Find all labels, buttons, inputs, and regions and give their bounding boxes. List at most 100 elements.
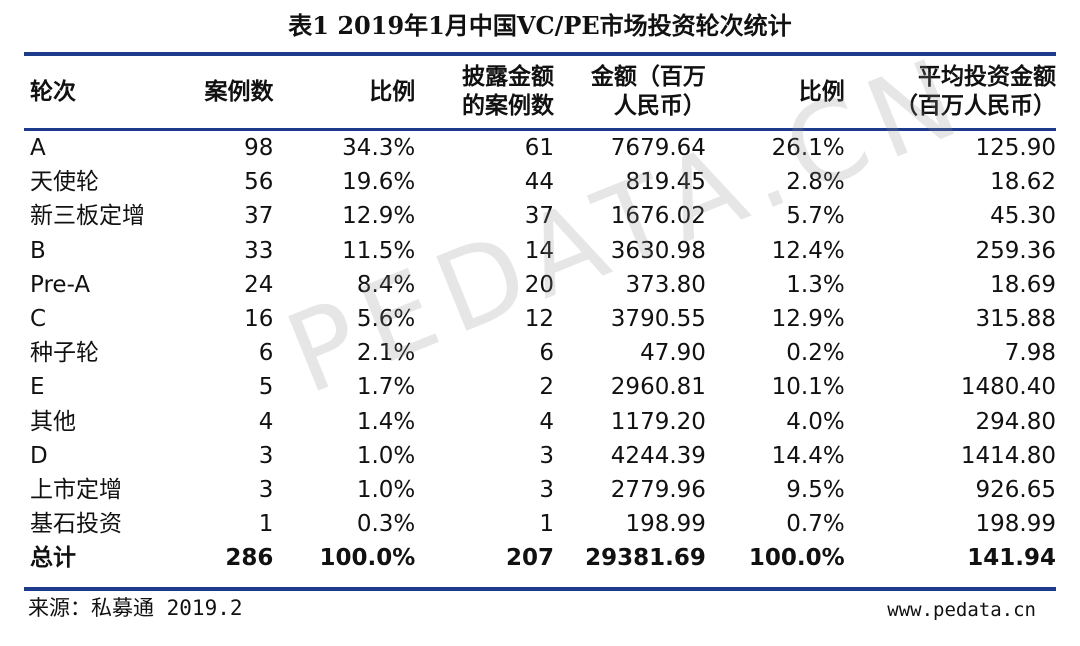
cell-cases: 98 — [244, 135, 274, 162]
cell-ratio: 5.6% — [356, 306, 416, 333]
cell-ratio: 8.4% — [356, 271, 416, 298]
cell-amount-ratio: 0.7% — [786, 511, 845, 538]
cell-amount: 373.80 — [625, 271, 706, 298]
table-row: 新三板定增 37 12.9% 37 1676.02 5.7% 45.30 — [24, 199, 1056, 233]
cell-amount: 29381.69 — [585, 545, 706, 572]
cell-amount-ratio: 1.3% — [786, 271, 845, 298]
cell-cases: 4 — [258, 408, 274, 435]
cell-avg: 18.62 — [990, 169, 1056, 196]
total-row: 总计 286 100.0% 207 29381.69 100.0% 141.94 — [24, 541, 1056, 575]
cell-round: 基石投资 — [30, 511, 122, 538]
cell-cases: 3 — [258, 442, 274, 469]
cell-round: 上市定增 — [30, 476, 122, 503]
cell-disclosed: 2 — [539, 374, 555, 401]
table-row: 种子轮 6 2.1% 6 47.90 0.2% 7.98 — [24, 336, 1056, 370]
table-row: 其他 4 1.4% 4 1179.20 4.0% 294.80 — [24, 405, 1056, 439]
cell-avg: 141.94 — [967, 545, 1056, 572]
table-row: 基石投资 1 0.3% 1 198.99 0.7% 198.99 — [24, 507, 1056, 541]
cell-ratio: 11.5% — [342, 237, 416, 264]
header-disclosed: 披露金额 的案例数 — [415, 56, 554, 128]
header-cases: 案例数 — [204, 78, 274, 105]
cell-ratio: 1.4% — [356, 408, 416, 435]
cell-avg: 45.30 — [990, 203, 1056, 230]
cell-disclosed: 3 — [539, 442, 555, 469]
cell-disclosed: 37 — [524, 203, 555, 230]
cell-amount-ratio: 12.4% — [771, 237, 845, 264]
cell-amount-ratio: 12.9% — [771, 306, 845, 333]
cell-amount-ratio: 14.4% — [771, 442, 845, 469]
cell-ratio: 1.0% — [356, 476, 416, 503]
cell-cases: 6 — [258, 340, 274, 367]
cell-cases: 16 — [244, 306, 274, 333]
cell-amount-ratio: 10.1% — [771, 374, 845, 401]
cell-amount-ratio: 100.0% — [748, 545, 845, 572]
cell-avg: 259.36 — [975, 237, 1056, 264]
cell-round: 种子轮 — [30, 340, 99, 367]
cell-disclosed: 20 — [524, 271, 555, 298]
cell-ratio: 12.9% — [342, 203, 416, 230]
cell-amount: 4244.39 — [610, 442, 706, 469]
cell-cases: 37 — [244, 203, 274, 230]
cell-avg: 315.88 — [975, 306, 1056, 333]
cell-cases: 3 — [258, 476, 274, 503]
cell-round: D — [30, 442, 48, 469]
cell-round: 天使轮 — [30, 169, 99, 196]
cell-cases: 33 — [244, 237, 274, 264]
cell-ratio: 1.0% — [356, 442, 416, 469]
table-row: D 3 1.0% 3 4244.39 14.4% 1414.80 — [24, 439, 1056, 473]
bottom-rule — [24, 587, 1056, 591]
cell-round: 新三板定增 — [30, 203, 145, 230]
cell-disclosed: 61 — [524, 135, 555, 162]
cell-disclosed: 44 — [524, 169, 555, 196]
header-disclosed-line2: 的案例数 — [462, 93, 555, 119]
header-amount-line2: 人民币） — [613, 93, 706, 119]
header-disclosed-line1: 披露金额 — [462, 64, 555, 90]
cell-amount-ratio: 5.7% — [786, 203, 845, 230]
cell-amount-ratio: 9.5% — [786, 476, 845, 503]
cell-amount-ratio: 2.8% — [786, 169, 845, 196]
source-note: 来源：私募通 2019.2 — [28, 596, 243, 620]
header-amount: 金额（百万 人民币） — [554, 56, 706, 128]
cell-ratio: 0.3% — [356, 511, 416, 538]
cell-round: A — [30, 135, 46, 162]
table-row: C 16 5.6% 12 3790.55 12.9% 315.88 — [24, 302, 1056, 336]
cell-avg: 125.90 — [975, 135, 1056, 162]
header-round: 轮次 — [30, 78, 76, 105]
cell-round: E — [30, 374, 45, 401]
cell-amount-ratio: 26.1% — [771, 135, 845, 162]
top-rule — [24, 52, 1056, 56]
cell-round: C — [30, 306, 47, 333]
table-title: 表1 2019年1月中国VC/PE市场投资轮次统计 — [288, 11, 792, 40]
cell-ratio: 34.3% — [342, 135, 416, 162]
cell-disclosed: 6 — [539, 340, 555, 367]
table-header: 轮次 案例数 比例 披露金额 的案例数 金额（百万 人民币） 比例 平均投资金额… — [24, 56, 1056, 128]
cell-avg: 7.98 — [1004, 340, 1056, 367]
cell-round: 其他 — [30, 408, 76, 435]
cell-round: 总计 — [30, 545, 76, 572]
cell-avg: 1414.80 — [960, 442, 1056, 469]
cell-avg: 198.99 — [975, 511, 1056, 538]
cell-ratio: 1.7% — [356, 374, 416, 401]
cell-amount: 3630.98 — [610, 237, 706, 264]
cell-amount: 819.45 — [625, 169, 706, 196]
cell-avg: 1480.40 — [960, 374, 1056, 401]
cell-amount: 2779.96 — [610, 476, 706, 503]
header-avg-line1: 平均投资金额 — [918, 64, 1056, 90]
cell-disclosed: 12 — [524, 306, 555, 333]
cell-amount: 198.99 — [625, 511, 706, 538]
cell-avg: 294.80 — [975, 408, 1056, 435]
table-body: A 98 34.3% 61 7679.64 26.1% 125.90 天使轮 56 19.6% 44… — [24, 131, 1056, 575]
table-row: Pre-A 24 8.4% 20 373.80 1.3% 18.69 — [24, 268, 1056, 302]
table-row: 上市定增 3 1.0% 3 2779.96 9.5% 926.65 — [24, 473, 1056, 507]
header-rule — [24, 128, 1056, 131]
cell-disclosed: 14 — [524, 237, 555, 264]
header-avg: 平均投资金额 （百万人民币） — [845, 56, 1056, 128]
table-row: B 33 11.5% 14 3630.98 12.4% 259.36 — [24, 234, 1056, 268]
cell-amount: 3790.55 — [610, 306, 706, 333]
cell-ratio: 100.0% — [319, 545, 416, 572]
cell-amount: 2960.81 — [610, 374, 706, 401]
cell-round: Pre-A — [30, 271, 91, 298]
cell-ratio: 19.6% — [342, 169, 416, 196]
cell-cases: 24 — [244, 271, 274, 298]
cell-disclosed: 4 — [539, 408, 555, 435]
